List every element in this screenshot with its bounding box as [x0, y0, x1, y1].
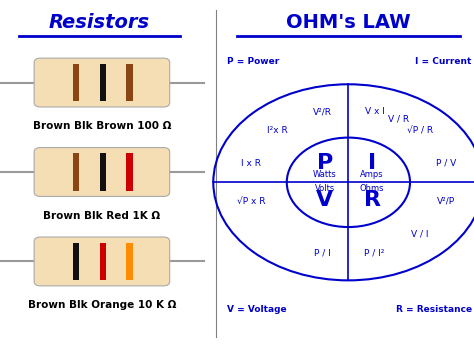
Text: P / V: P / V: [436, 159, 456, 168]
FancyBboxPatch shape: [100, 64, 106, 101]
Text: V x I: V x I: [365, 107, 384, 116]
Text: Brown Blk Brown 100 Ω: Brown Blk Brown 100 Ω: [33, 121, 171, 131]
Text: I²x R: I²x R: [267, 126, 288, 135]
Text: P = Power: P = Power: [227, 57, 279, 66]
FancyBboxPatch shape: [73, 153, 79, 191]
Text: P / I²: P / I²: [365, 248, 384, 257]
Text: Volts: Volts: [315, 184, 335, 193]
Text: I = Current: I = Current: [415, 57, 472, 66]
FancyBboxPatch shape: [73, 243, 79, 280]
Text: R: R: [364, 190, 381, 209]
Text: V²/P: V²/P: [437, 197, 455, 206]
Text: Brown Blk Orange 10 K Ω: Brown Blk Orange 10 K Ω: [27, 300, 176, 310]
Text: Watts: Watts: [313, 170, 337, 179]
Text: √P x R: √P x R: [237, 197, 265, 206]
Text: Ohms: Ohms: [360, 184, 384, 193]
Text: V = Voltage: V = Voltage: [227, 305, 286, 314]
Text: √P / R: √P / R: [407, 126, 433, 135]
Text: V / R: V / R: [388, 115, 410, 123]
Text: P / I: P / I: [314, 248, 331, 257]
FancyBboxPatch shape: [126, 153, 133, 191]
FancyBboxPatch shape: [34, 148, 170, 196]
Text: Resistors: Resistors: [49, 13, 150, 32]
Text: OHM's LAW: OHM's LAW: [286, 13, 410, 32]
Text: I x R: I x R: [241, 159, 261, 168]
Text: P: P: [317, 153, 333, 173]
Text: V²/R: V²/R: [313, 107, 332, 116]
FancyBboxPatch shape: [100, 153, 106, 191]
FancyBboxPatch shape: [126, 64, 133, 101]
FancyBboxPatch shape: [34, 237, 170, 286]
Text: Brown Blk Red 1K Ω: Brown Blk Red 1K Ω: [43, 211, 161, 221]
FancyBboxPatch shape: [126, 243, 133, 280]
Text: Amps: Amps: [360, 170, 384, 179]
Text: V: V: [316, 190, 333, 209]
Text: R = Resistance: R = Resistance: [395, 305, 472, 314]
Text: V / I: V / I: [411, 229, 428, 238]
FancyBboxPatch shape: [73, 64, 79, 101]
FancyBboxPatch shape: [100, 243, 106, 280]
FancyBboxPatch shape: [34, 58, 170, 107]
Text: I: I: [368, 153, 376, 173]
